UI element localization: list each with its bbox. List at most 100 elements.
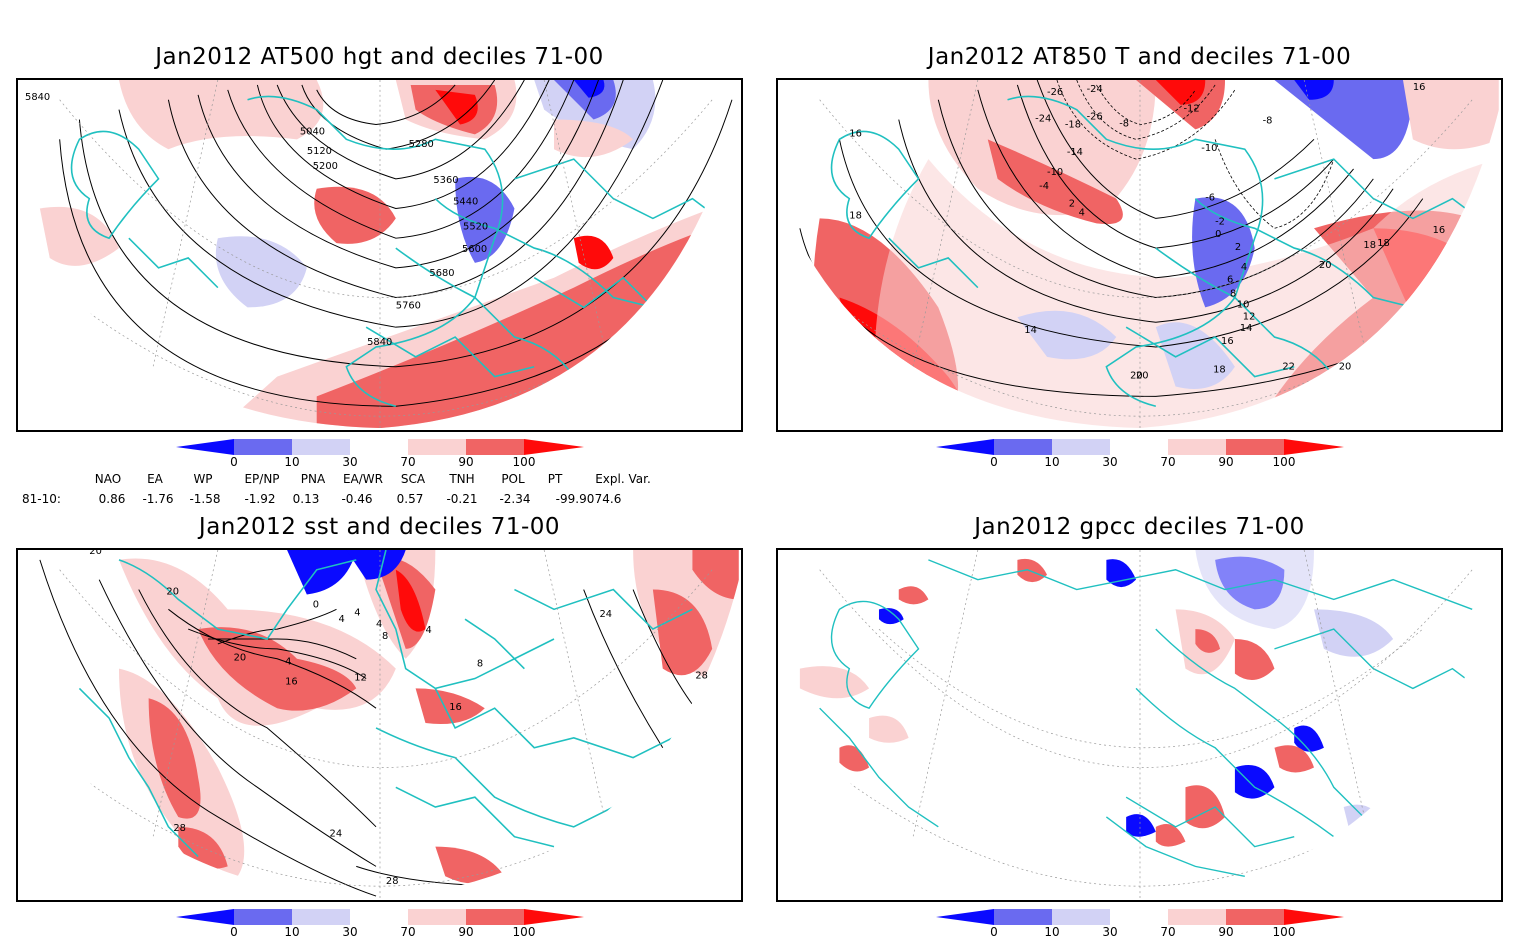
contour-label: 20 [1136, 371, 1149, 382]
contour-label: 10 [1237, 299, 1250, 310]
contour-label: -4 [1039, 181, 1049, 192]
contour-label: 8 [1230, 289, 1236, 300]
contour-label: 4 [1241, 262, 1247, 273]
index-value: -1.92 [244, 492, 276, 506]
contour-label: 16 [449, 702, 462, 713]
contour-label: 16 [1413, 82, 1426, 93]
contour-label: 5840 [25, 92, 50, 103]
contour-label: 5360 [433, 175, 458, 186]
colorbar-tick-label: 70 [400, 455, 416, 469]
contour-label: 20 [89, 550, 102, 557]
index-value: 0.57 [396, 492, 424, 506]
index-header: POL [501, 472, 525, 486]
contour-label: 24 [330, 829, 343, 840]
contour-label: 18 [1213, 365, 1226, 376]
contour-label: 16 [1433, 225, 1446, 236]
index-header: SCA [400, 472, 426, 486]
contour-label: 12 [1243, 311, 1256, 322]
colorbar-tick-label: 10 [1044, 455, 1060, 469]
index-header: Expl. Var. [595, 472, 651, 486]
contour-label: 28 [173, 823, 186, 834]
index-value: 74.6 [594, 492, 622, 506]
colorbar-tick-label: 0 [990, 925, 998, 939]
contour-label: 5840 [367, 337, 392, 348]
colorbar-tick-label: 90 [458, 925, 474, 939]
panel-3-title: Jan2012 sst and deciles 71-00 [198, 514, 561, 540]
contour-label: 5120 [307, 146, 332, 157]
decile-colorbar: 0 10 30 70 90 100 [936, 438, 1346, 472]
contour-label: 5200 [313, 161, 338, 172]
index-header: PT [547, 472, 563, 486]
colorbar-tick-label: 10 [1044, 925, 1060, 939]
map-panel-sst: 20 20 0 4 4 4 8 4 20 4 16 12 8 16 24 28 … [16, 548, 743, 902]
contour-label: 2 [1069, 199, 1075, 210]
colorbar-tick-label: 90 [1218, 925, 1234, 939]
map-panel-hgt500: 5840 5040 5120 5200 5280 5360 5440 5520 … [16, 78, 743, 432]
index-header: NAO [94, 472, 122, 486]
contour-label: -18 [1065, 119, 1081, 130]
contour-label: 18 [1377, 238, 1390, 249]
colorbar-tick-label: 70 [400, 925, 416, 939]
contour-label: 4 [285, 657, 291, 668]
contour-label: -26 [1087, 112, 1103, 123]
index-value: -2.34 [499, 492, 531, 506]
index-value: -0.21 [446, 492, 478, 506]
colorbar-tick-label: 0 [230, 925, 238, 939]
contour-label: 0 [313, 599, 319, 610]
contour-label: -26 [1047, 87, 1063, 98]
contour-label: 8 [477, 659, 483, 670]
map-t850: -26 -24 -24 -18 -26 -12 -8 -8 -10 -14 -1… [780, 80, 1499, 429]
contour-label: 20 [166, 586, 179, 597]
contour-label: 20 [1319, 260, 1332, 271]
contour-label: 5520 [463, 221, 488, 232]
index-header: EA/WR [342, 472, 384, 486]
index-value: 0.13 [292, 492, 320, 506]
sst-contour-labels: 20 20 0 4 4 4 8 4 20 4 16 12 8 16 24 28 … [89, 550, 708, 887]
contour-label: 4 [338, 614, 344, 625]
colorbar-tick-label: 100 [512, 455, 536, 469]
contour-label: 5040 [300, 126, 325, 137]
colorbar-tick-label: 0 [230, 455, 238, 469]
index-value: -1.76 [142, 492, 174, 506]
decile-colorbar: 0 10 30 70 90 100 [936, 908, 1346, 942]
contour-label: 20 [1339, 362, 1352, 373]
colorbar-tick-label: 30 [342, 455, 358, 469]
index-row-label: 81-10: [22, 492, 61, 506]
colorbar-tick-label: 30 [1102, 455, 1118, 469]
index-header: EP/NP [244, 472, 280, 486]
contour-label: 28 [695, 671, 708, 682]
index-value: -0.46 [341, 492, 373, 506]
contour-label: -24 [1087, 84, 1103, 95]
index-header: WP [193, 472, 213, 486]
contour-label: -12 [1183, 104, 1199, 115]
contour-label: 0 [1215, 229, 1221, 240]
contour-label: 12 [354, 673, 367, 684]
panel-4-title: Jan2012 gpcc deciles 71-00 [974, 514, 1305, 540]
contour-label: 22 [1282, 362, 1295, 373]
index-value: -1.58 [189, 492, 221, 506]
contour-label: 2 [1235, 242, 1241, 253]
colorbar-tick-label: 30 [1102, 925, 1118, 939]
contour-label: -24 [1035, 114, 1051, 125]
colorbar-tick-label: 70 [1160, 925, 1176, 939]
contour-label: 4 [1079, 207, 1085, 218]
decile-colorbar: 0 10 30 70 90 100 [176, 438, 586, 472]
colorbar-tick-label: 70 [1160, 455, 1176, 469]
contour-label: 6 [1227, 275, 1233, 286]
contour-label: 4 [354, 607, 360, 618]
colorbar-tick-label: 90 [458, 455, 474, 469]
contour-label: 5280 [409, 139, 434, 150]
index-header: PNA [300, 472, 326, 486]
contour-label: 16 [1221, 336, 1234, 347]
contour-label: 24 [599, 609, 612, 620]
panel-2-title: Jan2012 AT850 T and deciles 71-00 [927, 44, 1352, 70]
contour-label: 20 [234, 653, 247, 664]
teleconnection-index-table: NAO EA WP EP/NP PNA EA/WR SCA TNH POL PT Expl. Var… [0, 472, 760, 512]
map-panel-t850: -26 -24 -24 -18 -26 -12 -8 -8 -10 -14 -1… [776, 78, 1503, 432]
contour-label: -10 [1047, 167, 1063, 178]
contour-label: -6 [1205, 193, 1215, 204]
contour-label: 4 [376, 619, 382, 630]
contour-label: 5440 [453, 197, 478, 208]
contour-label: 5760 [396, 300, 421, 311]
contour-label: 14 [1024, 325, 1037, 336]
